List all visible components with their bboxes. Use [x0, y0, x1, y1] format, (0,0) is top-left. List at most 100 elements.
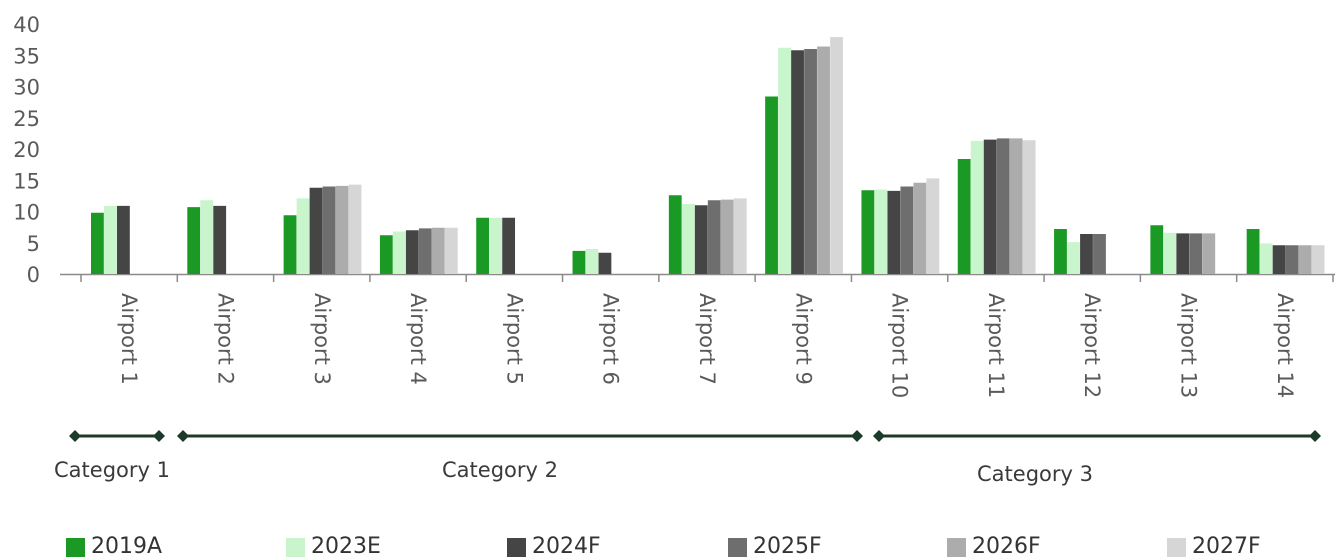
bar-2026f-airport-10: [913, 182, 927, 274]
x-tick-label: Airport 6: [599, 293, 623, 385]
bar-2024f-airport-4: [405, 230, 419, 274]
y-tick-label: 40: [13, 13, 40, 37]
bar-2019a-airport-13: [1150, 225, 1164, 274]
bar-2027f-airport-14: [1311, 245, 1325, 274]
x-tick-label: Airport 4: [406, 293, 430, 385]
legend-label: 2026F: [972, 534, 1041, 559]
bar-2027f-airport-9: [830, 37, 843, 275]
bar-2024f-airport-13: [1176, 233, 1190, 275]
legend-item: 2025F: [728, 535, 822, 559]
y-tick-label: 20: [13, 138, 40, 162]
bar-2023e-airport-9: [778, 47, 791, 274]
x-tick-label: Airport 1: [117, 293, 141, 385]
bracket-end-marker: [177, 430, 189, 442]
bar-2026f-airport-9: [817, 46, 830, 274]
legend-label: 2019A: [91, 534, 163, 559]
x-tick-label: Airport 2: [213, 293, 237, 385]
legend-label: 2024F: [532, 534, 601, 559]
bar-2019a-airport-6: [572, 250, 586, 275]
x-tick-label: Airport 7: [695, 293, 719, 385]
bar-2023e-airport-6: [585, 249, 599, 274]
bar-2019a-airport-12: [1054, 229, 1067, 274]
bar-2024f-airport-10: [887, 190, 901, 275]
bar-2023e-airport-11: [970, 140, 984, 275]
bar-2027f-airport-11: [1022, 140, 1036, 274]
bar-2025f-airport-3: [322, 186, 336, 274]
bar-2019a-airport-11: [957, 159, 971, 274]
bar-2025f-airport-14: [1285, 245, 1299, 274]
legend-label: 2025F: [753, 534, 822, 559]
bar-2024f-airport-2: [213, 205, 227, 275]
legend-swatch: [507, 537, 526, 557]
bar-2023e-airport-3: [296, 198, 310, 275]
legend-item: 2027F: [1167, 535, 1261, 559]
category-group-label: Category 1: [54, 458, 170, 482]
bar-2023e-airport-14: [1259, 243, 1273, 275]
bracket-end-marker: [69, 430, 81, 442]
y-axis: 0 5 10 15 20 25 30 35 40: [13, 13, 40, 287]
y-tick-label: 5: [27, 232, 40, 256]
legend-swatch: [286, 537, 305, 557]
bar-2025f-airport-10: [900, 186, 914, 274]
bar-2024f-airport-14: [1272, 245, 1286, 274]
y-tick-label: 35: [13, 44, 40, 68]
legend-label: 2023E: [311, 534, 381, 559]
bar-2019a-airport-2: [187, 207, 201, 275]
bar-2025f-airport-9: [804, 49, 817, 274]
bar-2023e-airport-2: [200, 200, 214, 274]
bar-2019a-airport-3: [283, 215, 297, 274]
x-tick-label: Airport 11: [984, 293, 1008, 398]
x-tick-label: Airport 10: [888, 293, 912, 398]
legend-label: 2027F: [1192, 534, 1261, 559]
bar-2025f-airport-11: [996, 138, 1010, 275]
bracket-end-marker: [1309, 430, 1321, 442]
legend-swatch: [66, 537, 85, 557]
legend-item: 2024F: [507, 535, 601, 559]
x-axis: [60, 273, 1335, 282]
bar-2026f-airport-3: [335, 185, 349, 275]
category-group-label: Category 2: [442, 458, 558, 482]
bar-2019a-airport-5: [476, 217, 490, 274]
x-tick-label: Airport 14: [1273, 293, 1297, 398]
bar-2026f-airport-7: [720, 199, 734, 275]
bar-2019a-airport-4: [379, 235, 393, 274]
bar-2019a-airport-1: [91, 212, 104, 274]
legend-swatch: [728, 537, 747, 557]
bar-2023e-airport-1: [104, 205, 117, 275]
x-tick-label: Airport 9: [791, 293, 815, 385]
bar-2024f-airport-5: [502, 217, 516, 274]
bar-2024f-airport-1: [117, 205, 130, 275]
bar-2023e-airport-5: [489, 217, 503, 274]
legend-swatch: [1167, 537, 1186, 557]
x-tick-label: Airport 5: [502, 293, 526, 385]
bar-2023e-airport-4: [392, 231, 406, 274]
bar-2026f-airport-11: [1009, 138, 1023, 275]
bar-2023e-airport-10: [874, 189, 888, 275]
bar-2019a-airport-10: [861, 190, 875, 274]
y-tick-label: 0: [27, 263, 40, 287]
bar-2025f-airport-13: [1189, 233, 1203, 275]
bar-2024f-airport-3: [309, 187, 323, 274]
legend-item: 2026F: [947, 535, 1041, 559]
category-groups: Category 1 Category 2 Category 3: [54, 430, 1321, 486]
x-tick-label: Airport 13: [1177, 293, 1201, 398]
bar-2027f-airport-3: [348, 184, 362, 275]
x-tick-label: Airport 3: [310, 293, 334, 385]
bar-2027f-airport-10: [926, 178, 940, 275]
bar-2026f-airport-4: [431, 227, 445, 274]
category-group-label: Category 3: [977, 462, 1093, 486]
x-axis-labels: Airport 1 Airport 2 Airport 3 Airport 4 Airp…: [117, 293, 1297, 398]
legend-item: 2019A: [66, 535, 162, 559]
bracket-end-marker: [153, 430, 165, 442]
legend-swatch: [947, 537, 966, 557]
bar-2019a-airport-7: [668, 195, 682, 274]
bar-2024f-airport-9: [791, 50, 804, 274]
y-tick-label: 10: [13, 201, 40, 225]
legend-item: 2023E: [286, 535, 381, 559]
bar-2023e-airport-12: [1067, 242, 1080, 275]
bar-2027f-airport-7: [733, 198, 747, 275]
bar-2027f-airport-4: [444, 227, 458, 274]
y-tick-label: 25: [13, 107, 40, 131]
bar-2024f-airport-6: [598, 252, 612, 274]
